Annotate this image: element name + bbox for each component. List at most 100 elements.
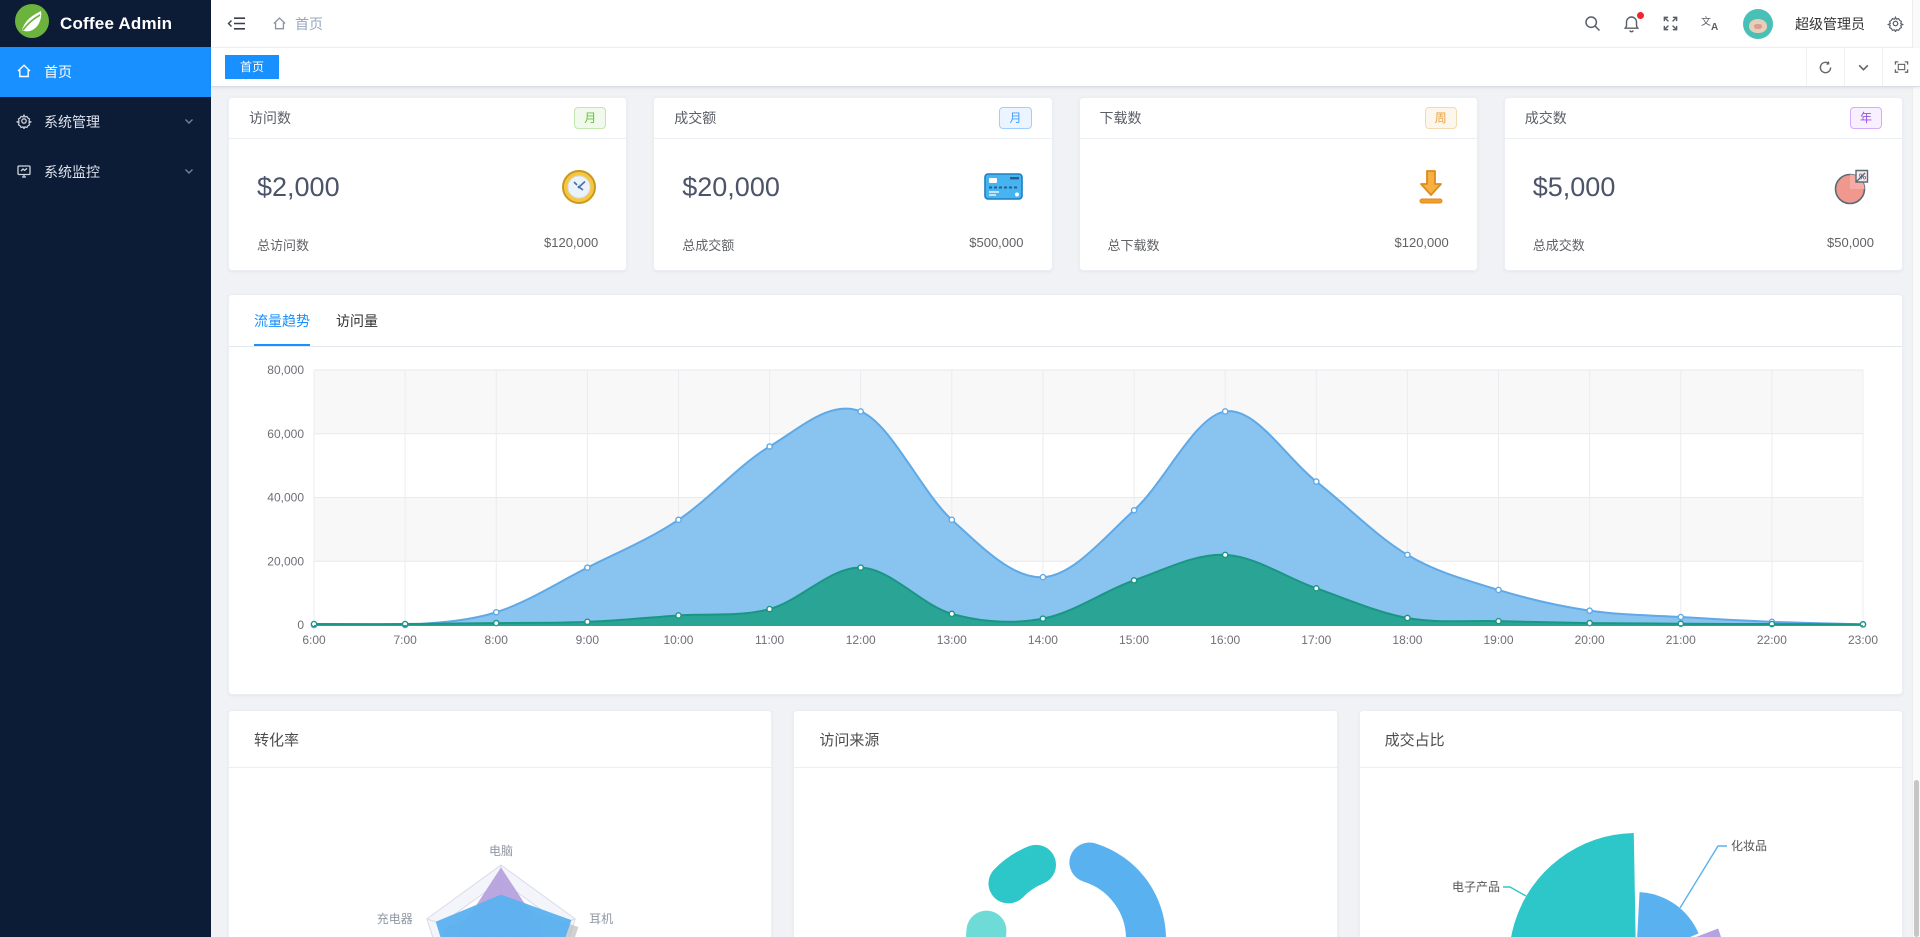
svg-text:6:00: 6:00 [302,633,326,647]
search-icon[interactable] [1584,15,1601,32]
tab-traffic-trend[interactable]: 流量趋势 [254,295,310,346]
svg-text:12:00: 12:00 [846,633,876,647]
svg-text:16:00: 16:00 [1210,633,1240,647]
header-actions: 文 A 超级管理员 [1584,8,1904,39]
stat-footer-value: $50,000 [1827,235,1874,250]
svg-text:电脑: 电脑 [489,844,513,858]
fullscreen-icon[interactable] [1662,15,1679,32]
svg-text:10:00: 10:00 [663,633,693,647]
monitor-icon [16,163,32,182]
svg-text:化妆品: 化妆品 [1731,839,1767,853]
visit-source-card: 访问来源 [793,710,1338,937]
stat-value: $5,000 [1532,171,1616,202]
svg-text:18:00: 18:00 [1392,633,1422,647]
svg-text:23:00: 23:00 [1848,633,1878,647]
svg-text:7:00: 7:00 [393,633,417,647]
svg-text:8:00: 8:00 [485,633,509,647]
chevron-down-icon [183,164,195,180]
stat-footer-value: $120,000 [1394,235,1449,250]
period-badge[interactable]: 年 [1849,107,1882,129]
period-badge[interactable]: 周 [1424,107,1457,129]
bottom-cards-row: 转化率 电脑耳机 充电器 访问来源 成交占比 化妆品电子产品 [228,710,1903,937]
svg-text:22:00: 22:00 [1757,633,1787,647]
page-content: 访问数 月 $2,000 [211,87,1920,937]
svg-text:电子产品: 电子产品 [1452,880,1500,894]
conversion-rate-card: 转化率 电脑耳机 充电器 [228,710,773,937]
svg-text:60,000: 60,000 [267,427,304,441]
stat-card-downloads: 下载数 周 总下载数 $120,000 [1078,97,1478,271]
stat-footer-value: $500,000 [969,235,1024,250]
svg-text:17:00: 17:00 [1301,633,1331,647]
period-badge[interactable]: 月 [999,107,1032,129]
stat-value: $2,000 [257,171,340,202]
svg-text:40,000: 40,000 [267,491,304,505]
period-badge[interactable]: 月 [574,107,607,129]
user-avatar[interactable] [1743,8,1773,39]
stat-card-title: 下载数 [1099,110,1142,126]
breadcrumb-home-icon[interactable] [272,16,287,31]
download-icon [1413,168,1449,206]
traffic-trend-card: 流量趋势 访问量 0 20,000 40,000 60,000 80,000 6:00 7:… [228,294,1903,695]
svg-text:文: 文 [1701,15,1711,28]
stat-footer-label: 总下载数 [1107,238,1160,253]
stat-card-deals: 成交数 年 $5,000 % [1503,97,1903,271]
card-title: 访问来源 [819,731,880,749]
card-title: 转化率 [254,731,300,749]
svg-text:80,000: 80,000 [267,363,304,377]
stat-card-visits: 访问数 月 $2,000 [228,97,628,271]
chevron-down-icon[interactable] [1844,48,1882,86]
stat-footer-value: $120,000 [544,235,599,250]
svg-text:14:00: 14:00 [1028,633,1058,647]
tags-view-bar: 首页 [211,48,1920,87]
stat-card-title: 成交额 [674,110,717,126]
sidebar-item-home[interactable]: 首页 [0,47,211,97]
breadcrumb[interactable]: 首页 [295,15,323,32]
gear-icon [15,113,33,132]
sidebar-item-system-monitor[interactable]: 系统监控 [0,147,211,197]
notification-bell-icon[interactable] [1623,11,1644,33]
page-scrollbar[interactable] [1912,0,1920,937]
tag-home[interactable]: 首页 [225,55,280,79]
settings-gear-icon[interactable] [1887,15,1904,32]
sidebar-fold-icon[interactable] [227,16,246,31]
svg-text:0: 0 [297,618,304,632]
svg-text:9:00: 9:00 [576,633,600,647]
traffic-trend-area-chart: 0 20,000 40,000 60,000 80,000 6:00 7:00 8:00 9:0… [267,363,1878,647]
scrollbar-thumb[interactable] [1914,780,1919,937]
sidebar-item-label: 系统管理 [44,114,100,130]
card-title: 成交占比 [1384,731,1445,749]
svg-text:15:00: 15:00 [1119,633,1149,647]
tab-visit-volume[interactable]: 访问量 [336,313,378,329]
svg-text:19:00: 19:00 [1484,633,1514,647]
stat-footer-label: 总成交额 [682,238,735,253]
translate-icon[interactable]: 文 A [1701,15,1721,32]
sidebar-item-label: 首页 [44,64,72,80]
chevron-down-icon [183,114,195,130]
sidebar-item-label: 系统监控 [44,164,100,180]
svg-text:耳机: 耳机 [589,912,613,926]
main-area: 首页 [211,0,1920,937]
svg-text:充电器: 充电器 [377,911,413,926]
svg-text:%: % [1859,173,1866,182]
app-title: Coffee Admin [60,13,173,33]
user-name[interactable]: 超级管理员 [1795,15,1865,32]
svg-text:11:00: 11:00 [755,633,784,647]
refresh-icon[interactable] [1806,48,1844,86]
svg-text:20,000: 20,000 [267,554,304,568]
maximize-view-icon[interactable] [1882,48,1920,86]
credit-card-icon [983,172,1024,202]
svg-text:21:00: 21:00 [1666,633,1696,647]
deal-share-card: 成交占比 化妆品电子产品 [1358,710,1903,937]
home-icon [16,63,32,82]
top-header: 首页 [211,0,1920,48]
sidebar-item-system-management[interactable]: 系统管理 [0,97,211,147]
clock-icon [560,168,598,206]
svg-text:13:00: 13:00 [937,633,967,647]
stat-card-turnover: 成交额 月 $20,000 [653,97,1053,271]
tags-controls [1806,48,1920,86]
logo[interactable]: Coffee Admin [0,0,211,47]
trend-tabs: 流量趋势 访问量 [229,295,1902,347]
